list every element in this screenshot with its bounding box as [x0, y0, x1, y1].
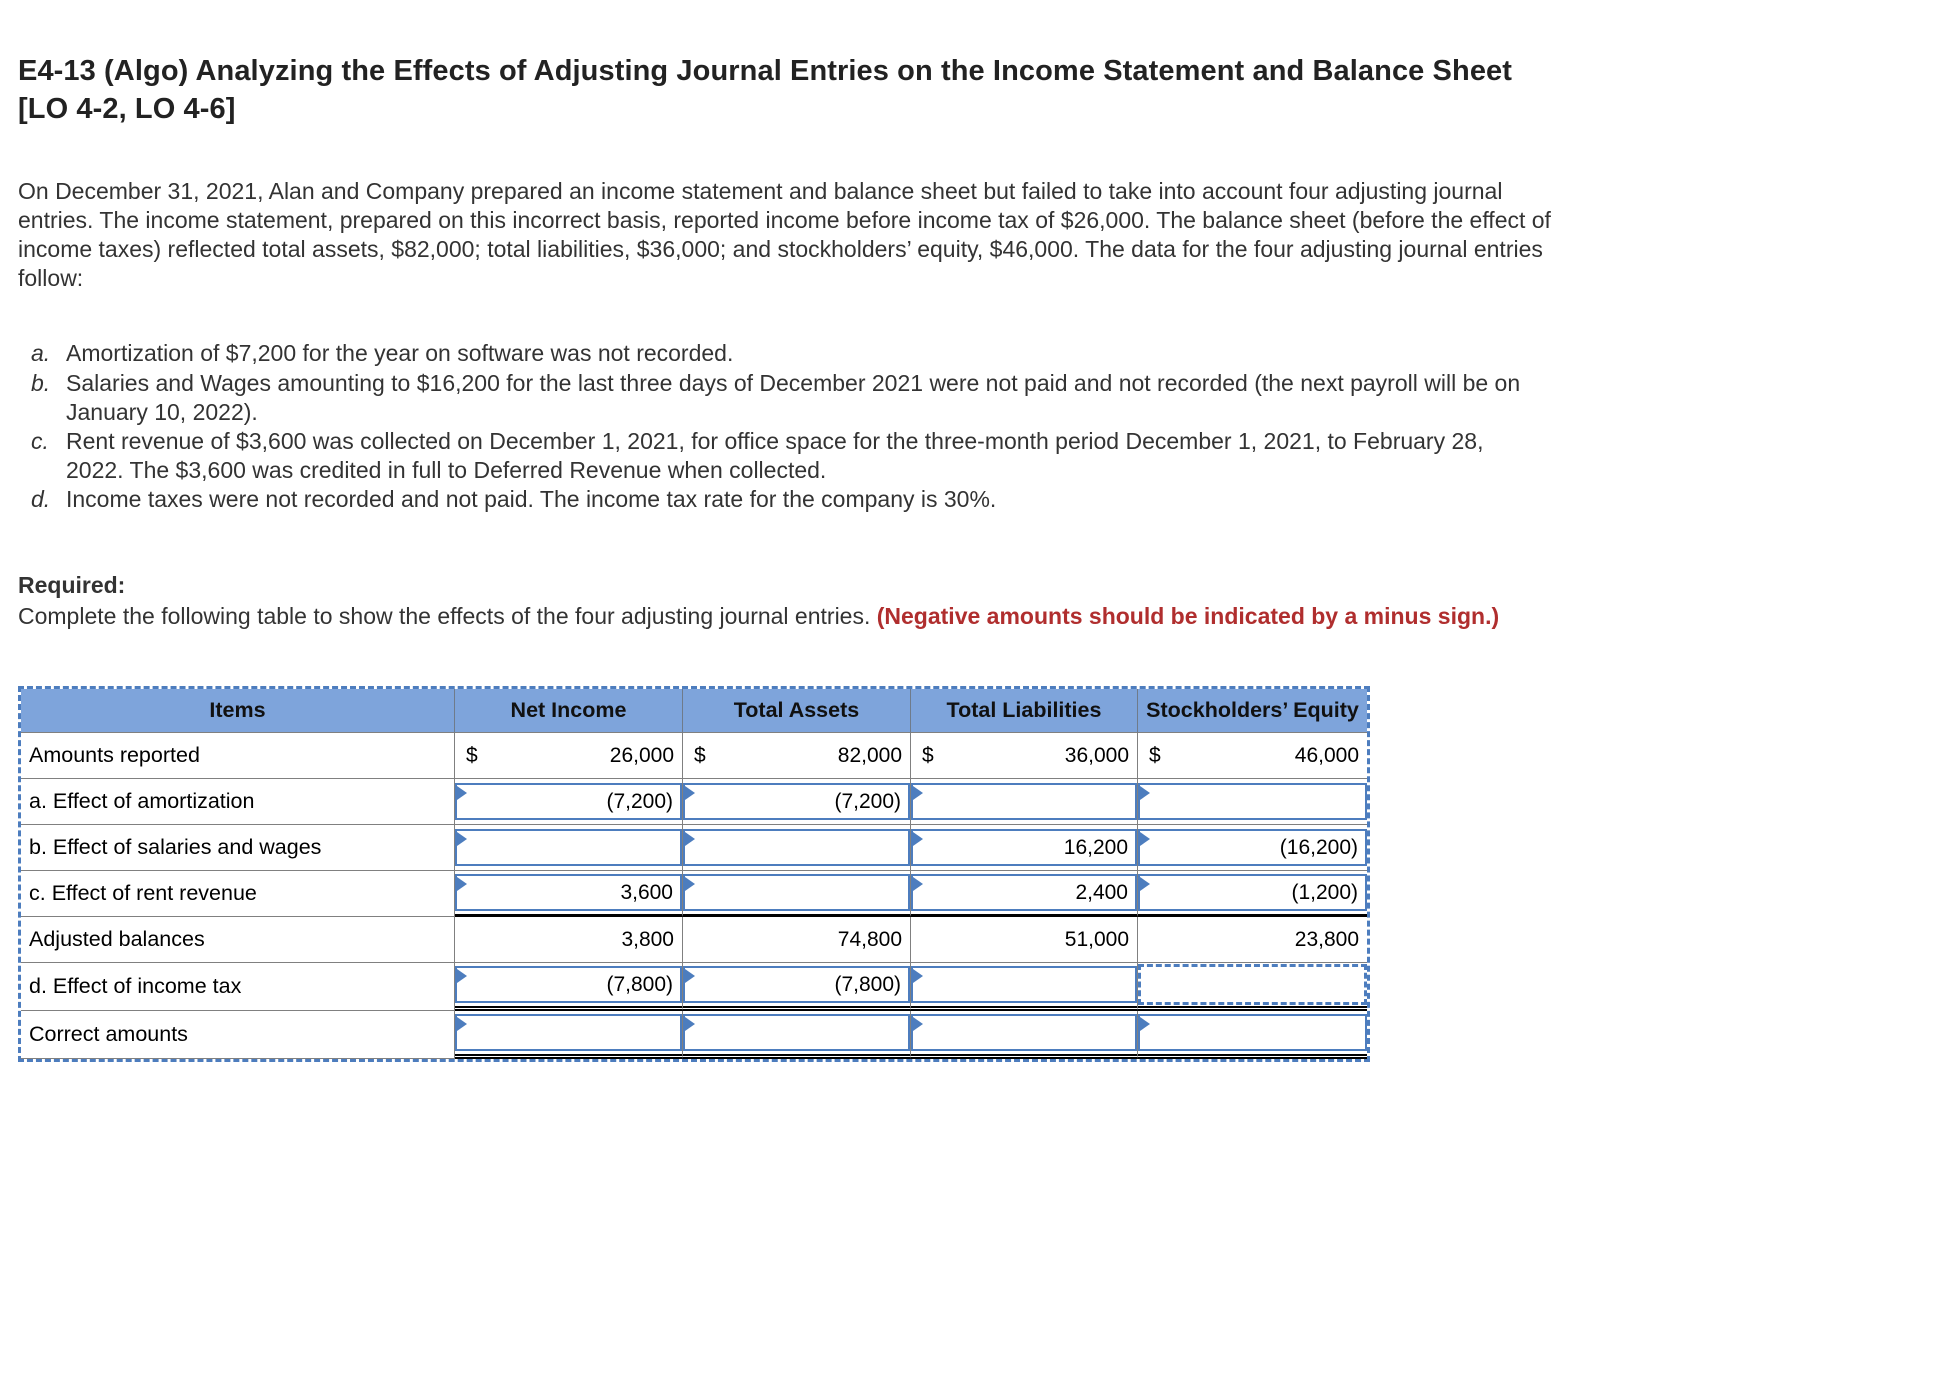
cell-flag-icon	[913, 1017, 923, 1032]
input-effect-a-total-assets[interactable]: (7,200)	[683, 783, 910, 821]
col-header-total-liabilities: Total Liabilities	[911, 689, 1138, 734]
cell-flag-icon	[457, 832, 467, 847]
cell-flag-icon	[1140, 877, 1150, 892]
dollar-sign: $	[922, 743, 934, 767]
input-effect-a-total-liabilities[interactable]	[911, 783, 1137, 821]
cell-flag-icon	[685, 969, 695, 984]
row-amounts-reported: Amounts reported $26,000 $82,000 $36,000…	[21, 733, 1367, 780]
row-label-effect-rent-revenue: c. Effect of rent revenue	[21, 871, 455, 918]
entry-c: c. Rent revenue of $3,600 was collected …	[18, 427, 1528, 485]
cell-flag-icon	[913, 832, 923, 847]
input-effect-c-stockholders-equity[interactable]: (1,200)	[1138, 874, 1367, 912]
cell-flag-icon	[685, 877, 695, 892]
row-effect-rent-revenue: c. Effect of rent revenue 3,600 2,400 (1…	[21, 871, 1367, 918]
required-instructions: Complete the following table to show the…	[18, 602, 1533, 632]
cell-amounts-reported-stockholders-equity: $46,000	[1138, 733, 1367, 780]
required-text: Complete the following table to show the…	[18, 603, 871, 630]
input-effect-b-total-assets[interactable]	[683, 829, 910, 867]
entry-d-marker: d.	[31, 486, 51, 513]
row-label-correct-amounts: Correct amounts	[21, 1011, 455, 1060]
entry-d-text: Income taxes were not recorded and not p…	[66, 486, 997, 513]
col-header-net-income: Net Income	[455, 689, 683, 734]
entry-c-text: Rent revenue of $3,600 was collected on …	[66, 427, 1484, 484]
cell-adjusted-total-assets: 74,800	[683, 917, 911, 964]
effects-table: Items Net Income Total Assets Total Liab…	[21, 689, 1367, 1060]
col-header-stockholders-equity: Stockholders’ Equity	[1138, 689, 1367, 734]
required-section: Required: Complete the following table t…	[18, 571, 1533, 633]
cell-flag-icon	[1140, 786, 1150, 801]
cell-flag-icon	[913, 786, 923, 801]
assignment-page: E4-13 (Algo) Analyzing the Effects of Ad…	[18, 55, 1551, 1063]
row-effect-income-tax: d. Effect of income tax (7,800) (7,800)	[21, 963, 1367, 1012]
row-effect-salaries-wages: b. Effect of salaries and wages 16,200 (…	[21, 825, 1367, 872]
cell-flag-icon	[457, 1017, 467, 1032]
row-label-effect-amortization: a. Effect of amortization	[21, 779, 455, 826]
entry-b: b. Salaries and Wages amounting to $16,2…	[18, 369, 1528, 427]
cell-flag-icon	[685, 1017, 695, 1032]
dollar-sign: $	[1149, 743, 1161, 767]
cell-flag-icon	[685, 786, 695, 801]
input-correct-total-assets[interactable]	[683, 1014, 910, 1052]
entry-a-text: Amortization of $7,200 for the year on s…	[66, 340, 734, 367]
effects-table-container: Items Net Income Total Assets Total Liab…	[18, 686, 1370, 1063]
entry-d: d. Income taxes were not recorded and no…	[18, 485, 1528, 514]
row-label-adjusted-balances: Adjusted balances	[21, 917, 455, 964]
entry-a-marker: a.	[31, 340, 51, 367]
intro-paragraph: On December 31, 2021, Alan and Company p…	[18, 177, 1551, 292]
input-effect-c-net-income[interactable]: 3,600	[455, 874, 682, 912]
cell-amounts-reported-net-income: $26,000	[455, 733, 683, 780]
entry-b-text: Salaries and Wages amounting to $16,200 …	[66, 369, 1521, 425]
cell-flag-icon	[1140, 832, 1150, 847]
adjusting-entries-list: a. Amortization of $7,200 for the year o…	[18, 339, 1528, 514]
cell-adjusted-net-income: 3,800	[455, 917, 683, 964]
cell-flag-icon	[685, 832, 695, 847]
input-effect-d-net-income[interactable]: (7,800)	[455, 966, 682, 1004]
entry-c-marker: c.	[31, 427, 49, 454]
input-effect-a-net-income[interactable]: (7,200)	[455, 783, 682, 821]
dollar-sign: $	[694, 743, 706, 767]
input-effect-d-stockholders-equity[interactable]	[1138, 964, 1367, 1006]
input-effect-a-stockholders-equity[interactable]	[1138, 783, 1367, 821]
row-effect-amortization: a. Effect of amortization (7,200) (7,200…	[21, 779, 1367, 826]
input-correct-total-liabilities[interactable]	[911, 1014, 1137, 1052]
cell-amounts-reported-total-assets: $82,000	[683, 733, 911, 780]
cell-flag-icon	[457, 786, 467, 801]
row-adjusted-balances: Adjusted balances 3,800 74,800 51,000 23…	[21, 917, 1367, 964]
input-effect-d-total-liabilities[interactable]	[911, 966, 1137, 1004]
input-effect-d-total-assets[interactable]: (7,800)	[683, 966, 910, 1004]
cell-adjusted-stockholders-equity: 23,800	[1138, 917, 1367, 964]
input-effect-b-net-income[interactable]	[455, 829, 682, 867]
input-effect-b-total-liabilities[interactable]: 16,200	[911, 829, 1137, 867]
row-label-effect-income-tax: d. Effect of income tax	[21, 963, 455, 1012]
required-label: Required:	[18, 571, 126, 598]
input-correct-net-income[interactable]	[455, 1014, 682, 1052]
input-effect-b-stockholders-equity[interactable]: (16,200)	[1138, 829, 1367, 867]
input-effect-c-total-assets[interactable]	[683, 874, 910, 912]
cell-flag-icon	[457, 877, 467, 892]
cell-flag-icon	[913, 877, 923, 892]
cell-adjusted-total-liabilities: 51,000	[911, 917, 1138, 964]
row-correct-amounts: Correct amounts	[21, 1011, 1367, 1060]
entry-a: a. Amortization of $7,200 for the year o…	[18, 339, 1528, 368]
page-title: E4-13 (Algo) Analyzing the Effects of Ad…	[18, 55, 1513, 126]
entry-b-marker: b.	[31, 369, 51, 396]
cell-flag-icon	[913, 969, 923, 984]
input-effect-c-total-liabilities[interactable]: 2,400	[911, 874, 1137, 912]
row-label-amounts-reported: Amounts reported	[21, 733, 455, 780]
cell-amounts-reported-total-liabilities: $36,000	[911, 733, 1138, 780]
row-label-effect-salaries-wages: b. Effect of salaries and wages	[21, 825, 455, 872]
col-header-total-assets: Total Assets	[683, 689, 911, 734]
dollar-sign: $	[466, 743, 478, 767]
col-header-items: Items	[21, 689, 455, 734]
header-row: Items Net Income Total Assets Total Liab…	[21, 689, 1367, 734]
cell-flag-icon	[1140, 1017, 1150, 1032]
cell-flag-icon	[457, 969, 467, 984]
negative-amounts-note: (Negative amounts should be indicated by…	[876, 603, 1500, 630]
input-correct-stockholders-equity[interactable]	[1138, 1014, 1367, 1052]
